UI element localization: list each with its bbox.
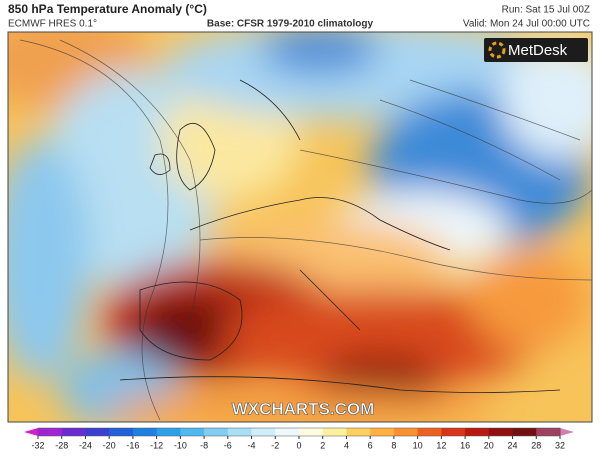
colorbar-tick-label: 32 xyxy=(555,440,565,450)
colorbar-segment xyxy=(204,428,229,436)
colorbar-tick-label: -28 xyxy=(55,440,68,450)
run-label: Run: Sat 15 Jul 00Z xyxy=(502,5,590,16)
map: WXCHARTS.COM xyxy=(8,32,592,422)
colorbar-arrow xyxy=(560,428,574,436)
model-label: ECMWF HRES 0.1° xyxy=(8,19,97,30)
colorbar-tick-label: 4 xyxy=(344,440,349,450)
colorbar-segment xyxy=(441,428,466,436)
colorbar-segment xyxy=(85,428,110,436)
colorbar-tick-label: 10 xyxy=(413,440,423,450)
colorbar-tick-label: 16 xyxy=(460,440,470,450)
logo-box: MetDesk xyxy=(484,38,588,62)
map-title: 850 hPa Temperature Anomaly (°C) xyxy=(8,2,207,16)
logo-text: MetDesk xyxy=(508,42,568,59)
colorbar-segment xyxy=(61,428,86,436)
colorbar-segment xyxy=(227,428,253,436)
colorbar-segment xyxy=(275,428,300,436)
coastlines xyxy=(119,79,561,393)
colorbar-tick-label: 2 xyxy=(320,440,325,450)
colorbar-tick-label: -32 xyxy=(31,440,44,450)
colorbar-segment xyxy=(417,428,442,436)
colorbar-tick-label: 28 xyxy=(531,440,541,450)
colorbar-segment xyxy=(180,428,205,436)
colorbar-segment xyxy=(488,428,514,436)
colorbar-tick-label: 0 xyxy=(296,440,301,450)
colorbar-tick-label: -6 xyxy=(224,440,232,450)
colorbar-tick-label: -10 xyxy=(174,440,187,450)
colorbar-tick-label: 24 xyxy=(508,440,518,450)
colorbar-segment xyxy=(132,428,158,436)
colorbar-tick-label: -2 xyxy=(271,440,279,450)
colorbar-tick-label: 12 xyxy=(436,440,446,450)
watermark-group: WXCHARTS.COM xyxy=(231,399,375,419)
valid-label: Valid: Mon 24 Jul 00:00 UTC xyxy=(463,19,590,30)
colorbar-segment xyxy=(156,428,181,436)
map-frame xyxy=(7,31,593,423)
watermark: WXCHARTS.COM xyxy=(232,399,375,418)
logo-icon xyxy=(488,41,506,59)
base-label: Base: CFSR 1979-2010 climatology xyxy=(207,19,374,30)
colorbar-segment xyxy=(251,428,276,436)
colorbar-segment xyxy=(346,428,371,436)
colorbar-segment xyxy=(393,428,419,436)
colorbar-arrow xyxy=(24,428,38,436)
colorbar-segment xyxy=(512,428,537,436)
colorbar-tick-label: -24 xyxy=(79,440,92,450)
colorbar-segment xyxy=(322,428,347,436)
colorbar-tick-label: -16 xyxy=(126,440,139,450)
isobars xyxy=(19,39,592,421)
colorbar-tick-label: -8 xyxy=(200,440,208,450)
colorbar-segment xyxy=(465,428,490,436)
colorbar-segment xyxy=(109,428,134,436)
colorbar: -32 -28 -24 -20 -16 -12 -10 -8 -6 -4 -2 0 2 4 6 8 10 12 16… xyxy=(24,427,574,450)
colorbar-tick-label: 20 xyxy=(484,440,494,450)
colorbar-tick-label: -4 xyxy=(248,440,256,450)
colorbar-segment xyxy=(370,428,395,436)
colorbar-segment xyxy=(38,428,63,436)
colorbar-tick-label: 8 xyxy=(391,440,396,450)
colorbar-segment xyxy=(299,428,324,436)
colorbar-segment xyxy=(536,428,561,436)
colorbar-tick-label: -12 xyxy=(150,440,163,450)
colorbar-tick-label: -20 xyxy=(103,440,116,450)
logo-background xyxy=(484,38,588,62)
colorbar-tick-label: 6 xyxy=(368,440,373,450)
